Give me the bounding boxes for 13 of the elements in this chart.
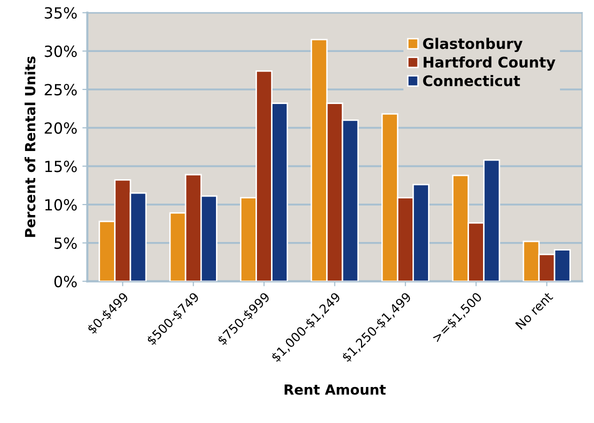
y-tick-label: 0%	[54, 276, 77, 288]
y-tick-label: 5%	[54, 237, 77, 249]
y-tick-label: 25%	[44, 84, 77, 96]
legend-label: Connecticut	[423, 74, 520, 86]
y-tick-label: 20%	[44, 122, 77, 134]
y-tick-label: 10%	[45, 199, 77, 211]
legend-label: Hartford County	[424, 56, 556, 71]
y-tick-label: 35%	[44, 7, 77, 19]
x-axis-title: Rent Amount	[284, 384, 386, 395]
y-tick-label: 15%	[45, 160, 77, 172]
y-tick-label: 30%	[44, 46, 77, 58]
y-axis-title: Percent of Rental Units	[24, 56, 36, 237]
legend-label: Glastonbury	[423, 38, 522, 52]
